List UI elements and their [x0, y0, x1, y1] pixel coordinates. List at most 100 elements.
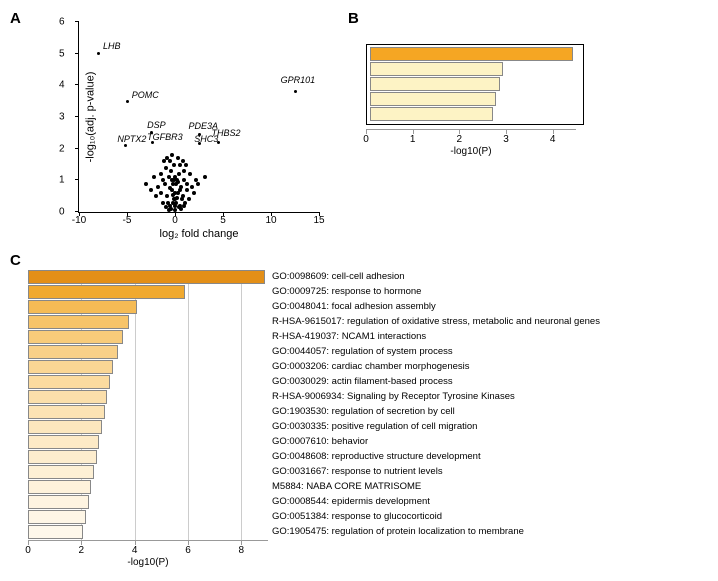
data-point [194, 178, 198, 182]
bar [370, 77, 500, 91]
bar-label: GO:0008544: epidermis development [268, 495, 430, 509]
data-point [173, 208, 177, 212]
data-point [161, 178, 165, 182]
data-point [156, 185, 160, 189]
bar-label: GO:0007610: behavior [268, 435, 368, 449]
bar [28, 345, 118, 359]
x-tick-label: 2 [79, 545, 85, 556]
panel-b-label: B [348, 10, 359, 27]
bar [28, 510, 86, 524]
bar [28, 300, 137, 314]
x-tick-label: 2 [457, 134, 463, 145]
data-point [169, 169, 173, 173]
data-point [170, 178, 174, 182]
bar [370, 107, 493, 121]
data-point [152, 175, 156, 179]
x-tick-label: 0 [172, 215, 178, 226]
volcano-x-axis-label: log₂ fold change [160, 228, 239, 240]
gene-label: TGFBR3 [147, 132, 183, 142]
data-point [187, 197, 191, 201]
bar-label: GO:0003206: cardiac chamber morphogenesi… [268, 360, 470, 374]
x-tick-label: 4 [550, 134, 556, 145]
figure-container: A log₂ fold change -log₁₀(adj. p-value) … [10, 10, 708, 571]
bar [28, 450, 97, 464]
bar-label: GO:0031667: response to nutrient levels [268, 465, 443, 479]
x-tick-label: 0 [363, 134, 369, 145]
panel-a-label: A [10, 10, 21, 27]
x-tick-label: -5 [123, 215, 132, 226]
bar [28, 330, 123, 344]
panel-c-labels: GO:0098609: cell-cell adhesionGO:0009725… [268, 270, 600, 540]
bar [28, 360, 113, 374]
bar [28, 525, 83, 539]
data-point [185, 182, 189, 186]
bar-label: GO:0030029: actin filament-based process [268, 375, 453, 389]
bar [370, 47, 573, 61]
panel-c-chart: GO:0098609: cell-cell adhesionGO:0009725… [28, 270, 708, 571]
x-tick-label: 8 [239, 545, 245, 556]
bar-label: GO:0030335: positive regulation of cell … [268, 420, 477, 434]
data-point [168, 186, 172, 190]
data-point [179, 207, 183, 211]
data-point [170, 153, 174, 157]
bar-label: GO:1905475: regulation of protein locali… [268, 525, 524, 539]
gene-label: GPR101 [281, 75, 316, 85]
data-point [184, 163, 188, 167]
panel-b-bars: Tissue-specific: PituitaryCell-specific:… [370, 47, 580, 122]
volcano-y-axis-label: -log₁₀(adj. p-value) [84, 72, 96, 163]
panel-c-label: C [10, 252, 21, 269]
y-tick-label: 5 [59, 48, 65, 59]
data-point [164, 205, 168, 209]
x-tick-label: 4 [132, 545, 138, 556]
bar [370, 62, 503, 76]
panel-b-frame: Tissue-specific: PituitaryCell-specific:… [366, 44, 584, 125]
x-tick-label: 3 [503, 134, 509, 145]
data-point [176, 180, 180, 184]
x-tick-label: 1 [410, 134, 416, 145]
bar [28, 270, 265, 284]
bar-label: GO:0044057: regulation of system process [268, 345, 453, 359]
y-tick-label: 0 [59, 207, 65, 218]
panel-c: C GO:0098609: cell-cell adhesionGO:00097… [10, 252, 708, 571]
data-point [154, 194, 158, 198]
x-tick-label: -10 [72, 215, 86, 226]
data-point [161, 201, 165, 205]
gene-label: POMC [132, 90, 159, 100]
bar-label: M5884: NABA CORE MATRISOME [268, 480, 421, 494]
data-point [165, 194, 169, 198]
data-point [163, 182, 167, 186]
data-point [144, 182, 148, 186]
x-tick-label: 15 [313, 215, 324, 226]
bar [28, 435, 99, 449]
bar [28, 375, 110, 389]
bar [28, 285, 185, 299]
y-tick-label: 2 [59, 143, 65, 154]
data-point [149, 188, 153, 192]
x-tick-label: 0 [25, 545, 31, 556]
data-point [177, 172, 181, 176]
panel-a: A log₂ fold change -log₁₀(adj. p-value) … [10, 10, 340, 244]
data-point [159, 191, 163, 195]
data-point [172, 163, 176, 167]
x-tick-label: 10 [265, 215, 276, 226]
panel-b-chart: Tissue-specific: PituitaryCell-specific:… [366, 44, 708, 160]
gene-label: LHB [103, 41, 121, 51]
bar [28, 495, 89, 509]
data-point [182, 178, 186, 182]
gene-label: NPTX2 [117, 134, 146, 144]
bar-label: GO:0051384: response to glucocorticoid [268, 510, 442, 524]
data-point [175, 196, 179, 200]
y-tick-label: 3 [59, 112, 65, 123]
bar [28, 405, 105, 419]
data-point [166, 201, 170, 205]
x-tick-label: 6 [185, 545, 191, 556]
data-point [171, 193, 175, 197]
data-point [185, 188, 189, 192]
data-point [180, 197, 184, 201]
volcano-plot-area: log₂ fold change -log₁₀(adj. p-value) -1… [78, 22, 319, 213]
data-point [165, 156, 169, 160]
bar-label: GO:1903530: regulation of secretion by c… [268, 405, 455, 419]
data-point [190, 185, 194, 189]
panel-c-bars [28, 270, 268, 540]
bar-label: GO:0009725: response to hormone [268, 285, 421, 299]
